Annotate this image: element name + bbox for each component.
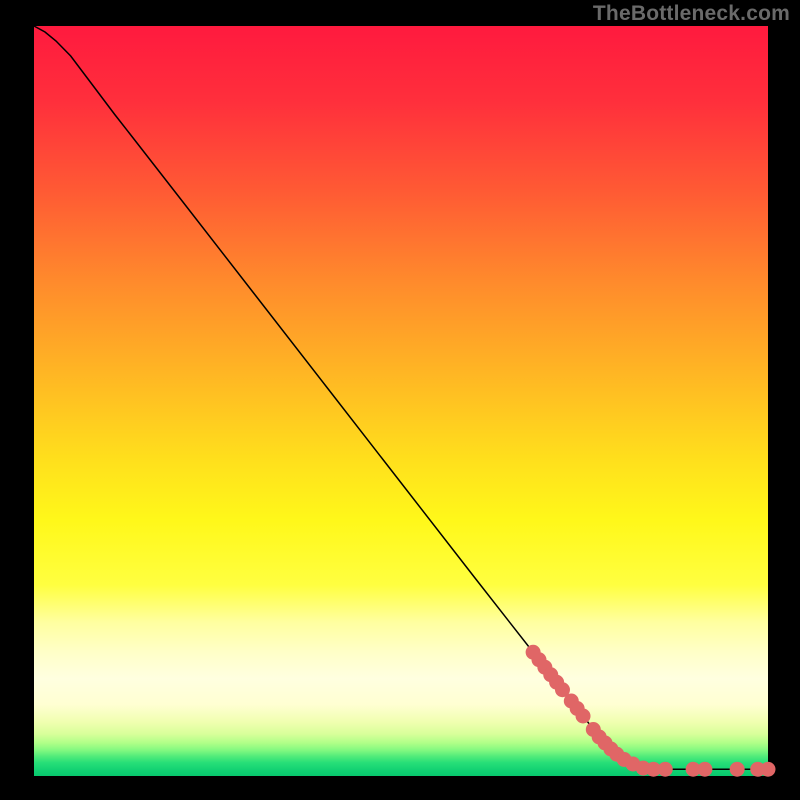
data-marker (761, 762, 775, 776)
data-marker (576, 709, 590, 723)
data-marker (698, 762, 712, 776)
data-marker (730, 762, 744, 776)
data-marker (658, 762, 672, 776)
chart-background-gradient (34, 26, 768, 776)
chart-container: TheBottleneck.com (0, 0, 800, 800)
chart-svg (0, 0, 800, 800)
watermark-text: TheBottleneck.com (593, 2, 790, 26)
